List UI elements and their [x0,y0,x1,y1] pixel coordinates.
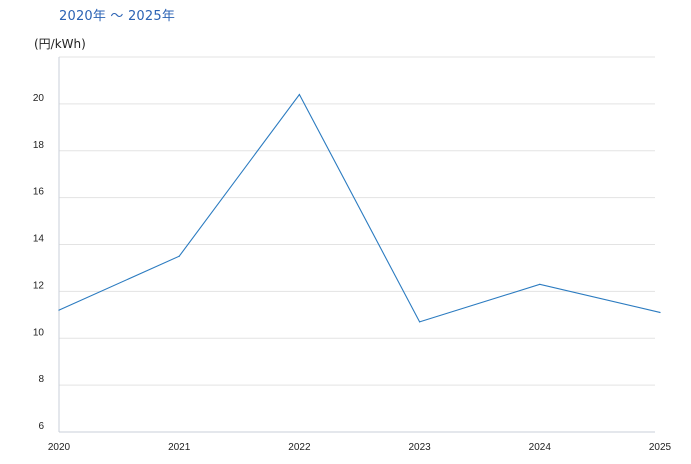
data-point [419,321,421,323]
series-layer [58,93,661,323]
y-tick-label: 18 [33,140,45,151]
y-tick-label: 10 [33,327,45,338]
y-tick-label: 16 [33,187,45,198]
y-axis-unit-label: (円/kWh) [34,37,86,51]
x-tick-label: 2025 [649,442,672,453]
y-tick-labels: 6 8 10 12 14 16 18 20 [33,93,45,432]
chart-range-title: 2020年 〜 2025年 [59,9,176,24]
x-tick-label: 2023 [408,442,431,453]
x-tick-labels: 2020 2021 2022 2023 2024 2025 [48,442,672,453]
data-point [539,283,541,285]
y-tick-label: 12 [33,280,45,291]
y-tick-label: 20 [33,93,45,104]
x-tick-label: 2022 [288,442,311,453]
x-tick-label: 2024 [529,442,552,453]
y-tick-label: 14 [33,234,45,245]
data-point [298,93,300,96]
series-line [58,93,661,323]
y-tick-label: 8 [38,374,44,385]
data-point [659,311,661,314]
x-tick-label: 2020 [48,442,71,453]
x-tick-label: 2021 [168,442,191,453]
grid-lines [59,56,655,386]
data-point [58,309,60,311]
data-point [178,255,180,257]
y-tick-label: 6 [38,421,44,432]
axes [58,57,655,433]
